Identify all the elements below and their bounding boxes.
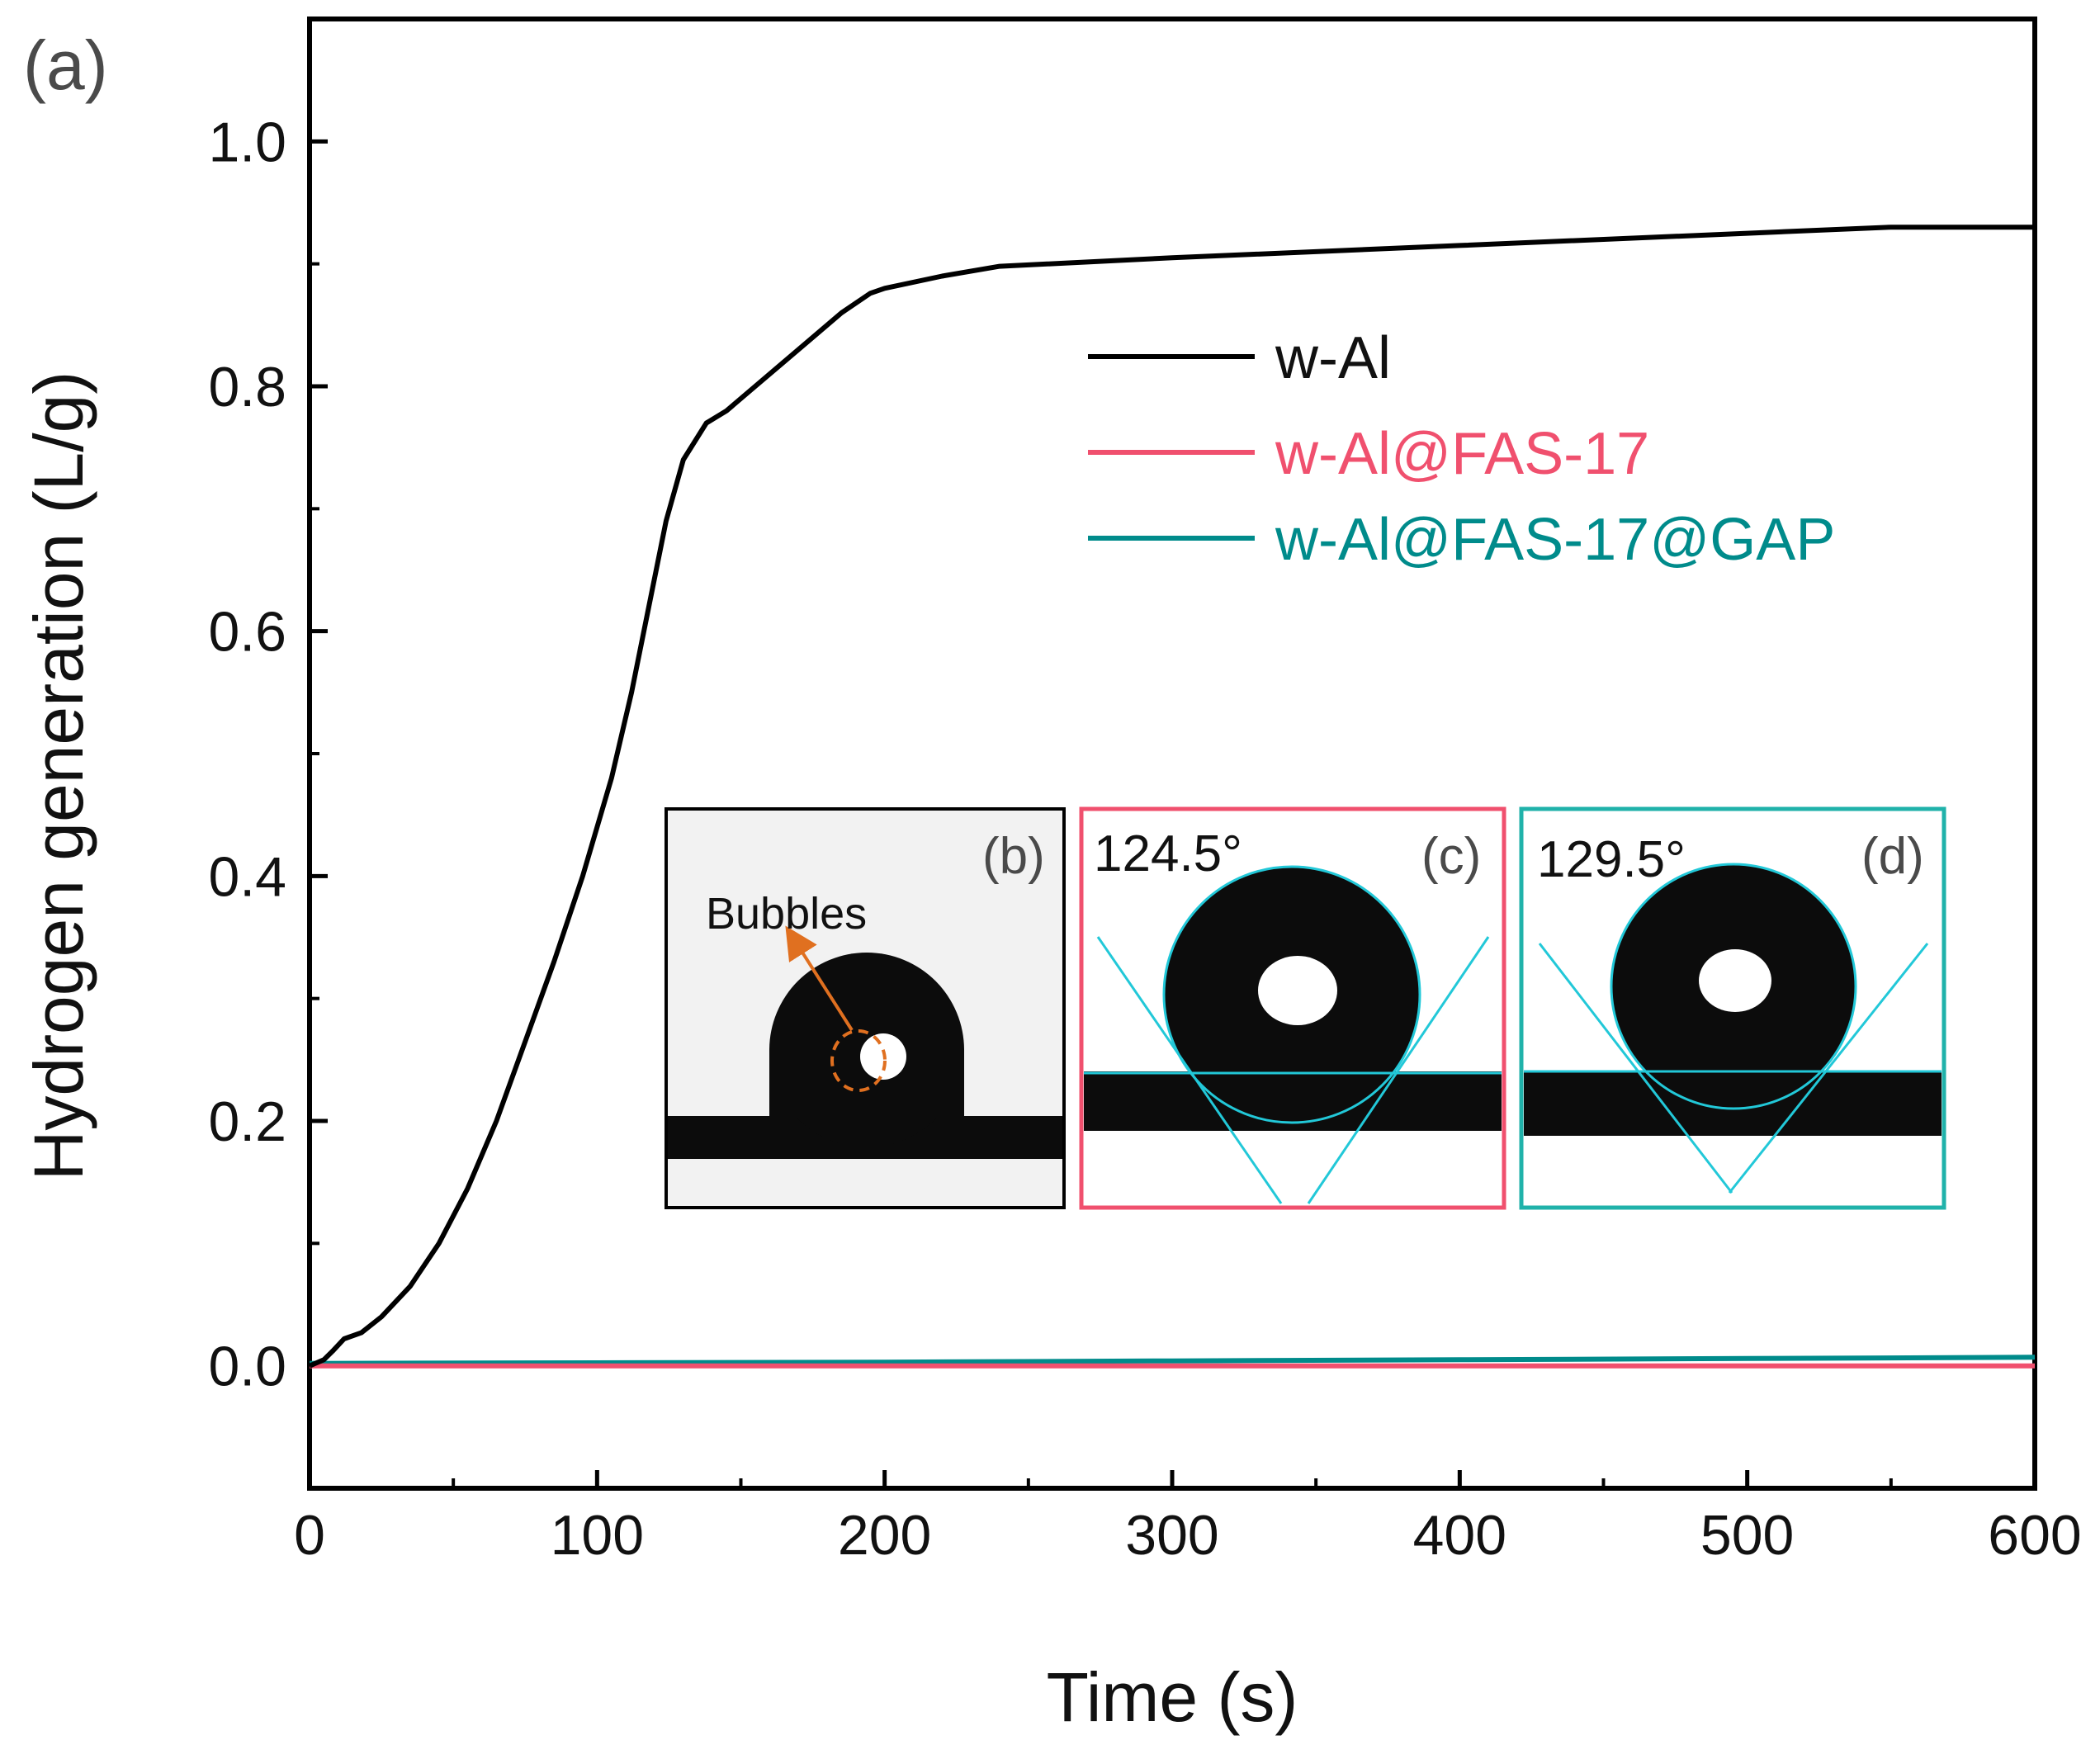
- y-tick-label: 0.8: [208, 356, 286, 418]
- inset-d-reflection: [1699, 949, 1771, 1012]
- x-axis-ticks: 0 100 200 300 400 500 600: [294, 1470, 2082, 1567]
- series-line-w-al: [308, 225, 2035, 1369]
- inset-d-droplet-image: 129.5° (d): [1519, 806, 1946, 1210]
- x-tick-label: 200: [838, 1504, 931, 1567]
- inset-d-label: (d): [1861, 828, 1924, 885]
- inset-d-tangent-left: [1538, 943, 1733, 1194]
- inset-c-tangent-left: [1096, 936, 1283, 1204]
- legend: w-Al w-Al@FAS-17 w-Al@FAS-17@GAP: [1088, 325, 1835, 573]
- bubbles-arrow: [785, 925, 854, 1032]
- inset-c-droplet-image: 124.5° (c): [1079, 806, 1506, 1210]
- x-tick-label: 100: [551, 1504, 644, 1567]
- plot-frame: [307, 17, 2037, 1491]
- y-axis-title: Hydrogen generation (L/g): [20, 371, 97, 1181]
- inset-c-angle: 124.5°: [1094, 825, 1242, 882]
- panel-label: (a): [23, 26, 108, 104]
- inset-b-label: (b): [982, 828, 1045, 885]
- legend-label-w-al: w-Al: [1275, 325, 1391, 391]
- y-tick-label: 1.0: [208, 111, 286, 173]
- series-layer: [308, 225, 2036, 1369]
- x-tick-label: 500: [1700, 1504, 1794, 1567]
- inset-b-droplet-image: Bubbles (b): [665, 807, 1066, 1209]
- x-tick-label: 600: [1988, 1504, 2081, 1567]
- inset-c-tangent-right: [1307, 936, 1490, 1204]
- bubbles-annotation: Bubbles: [706, 889, 867, 939]
- y-tick-label: 0.0: [208, 1336, 286, 1398]
- inset-d-angle: 129.5°: [1537, 831, 1686, 888]
- inset-c-reflection: [1258, 956, 1337, 1025]
- inset-c-label: (c): [1421, 828, 1481, 885]
- y-tick-label: 0.4: [208, 845, 286, 908]
- x-axis-title: Time (s): [1047, 1658, 1298, 1736]
- y-tick-label: 0.6: [208, 601, 286, 664]
- y-tick-label: 0.2: [208, 1090, 286, 1153]
- bubbles-marker-ellipse: [830, 1029, 887, 1092]
- legend-label-w-al-fas17-gap: w-Al@FAS-17@GAP: [1275, 507, 1835, 573]
- x-tick-label: 300: [1125, 1504, 1218, 1567]
- inset-d-tangent-right: [1728, 943, 1929, 1194]
- y-axis-ticks: 0.0 0.2 0.4 0.6 0.8 1.0: [208, 17, 328, 1490]
- legend-label-w-al-fas17: w-Al@FAS-17: [1275, 421, 1649, 487]
- series-line-w-al-fas-17-gap: [309, 1355, 2036, 1366]
- x-tick-label: 0: [294, 1504, 325, 1567]
- x-tick-label: 400: [1413, 1504, 1506, 1567]
